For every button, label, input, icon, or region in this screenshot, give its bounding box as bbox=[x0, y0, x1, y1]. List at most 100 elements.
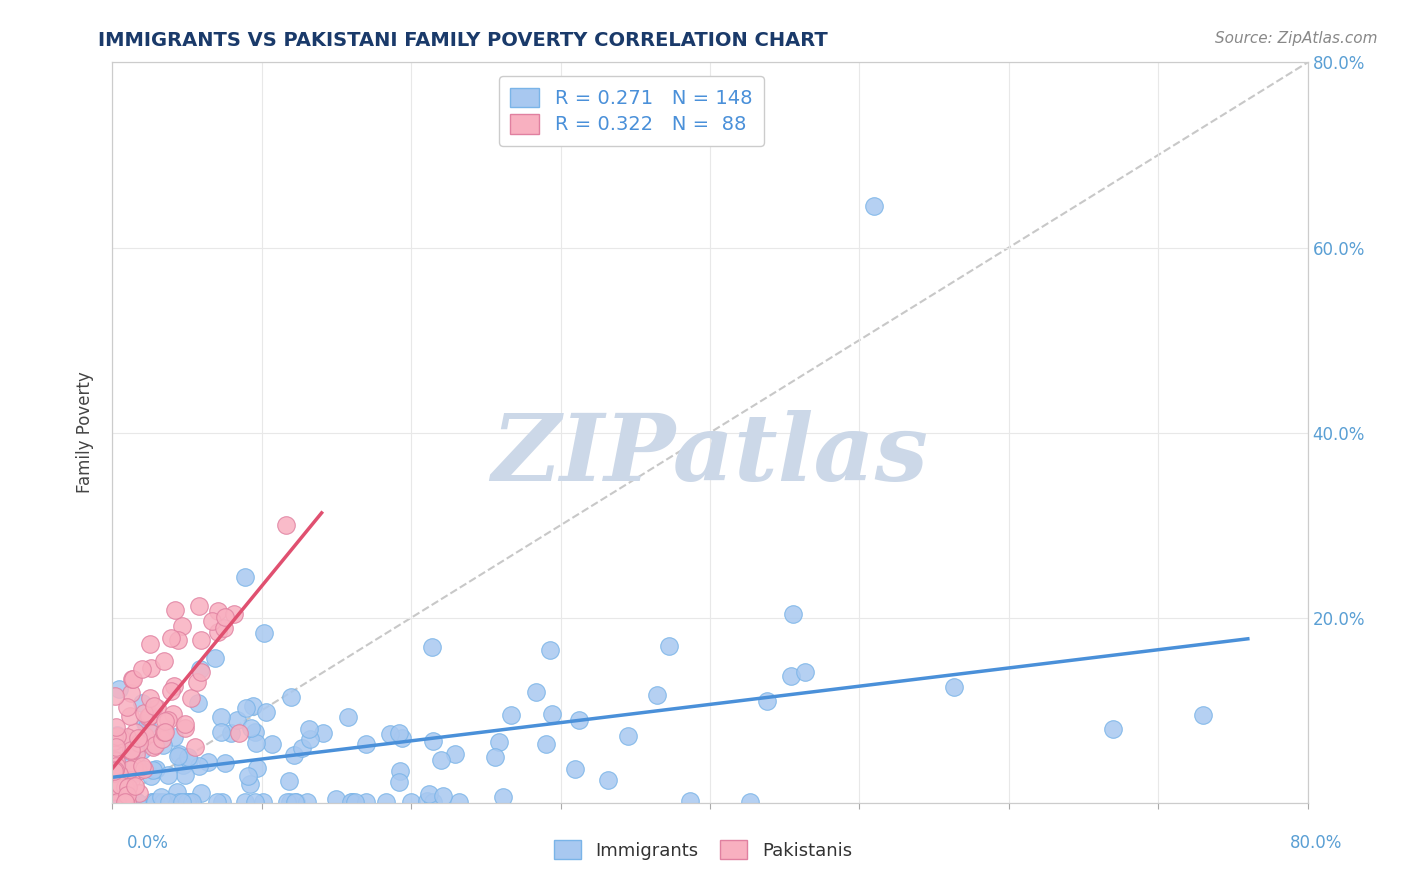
Point bbox=[135, 719, 157, 733]
Point bbox=[134, 716, 156, 731]
Point bbox=[388, 764, 411, 778]
Point bbox=[943, 680, 966, 694]
Point bbox=[118, 762, 141, 776]
Point bbox=[104, 689, 127, 703]
Point bbox=[142, 739, 165, 754]
Point bbox=[157, 795, 180, 809]
Text: 80.0%: 80.0% bbox=[1291, 834, 1343, 852]
Point bbox=[105, 729, 128, 743]
Point bbox=[173, 768, 195, 782]
Point bbox=[117, 795, 139, 809]
Point bbox=[187, 696, 209, 710]
Point bbox=[422, 795, 444, 809]
Point bbox=[167, 795, 190, 809]
Point bbox=[166, 749, 188, 764]
Point bbox=[280, 690, 302, 705]
Point bbox=[104, 779, 127, 793]
Point bbox=[103, 753, 125, 767]
Point bbox=[291, 741, 314, 756]
Point bbox=[416, 794, 439, 808]
Point bbox=[153, 724, 176, 739]
Point bbox=[114, 795, 136, 809]
Point bbox=[276, 795, 298, 809]
Point bbox=[190, 633, 212, 648]
Point bbox=[117, 780, 139, 794]
Point bbox=[157, 713, 180, 727]
Point bbox=[354, 795, 377, 809]
Point bbox=[429, 752, 451, 766]
Point bbox=[117, 795, 139, 809]
Point bbox=[541, 706, 564, 721]
Point bbox=[262, 737, 284, 751]
Point bbox=[444, 747, 467, 761]
Point bbox=[165, 602, 187, 616]
Point bbox=[104, 764, 127, 778]
Point bbox=[153, 725, 176, 739]
Point bbox=[201, 614, 224, 628]
Point bbox=[122, 672, 145, 686]
Point bbox=[177, 753, 200, 767]
Point bbox=[297, 795, 319, 809]
Point bbox=[254, 705, 277, 719]
Point bbox=[145, 762, 167, 776]
Point bbox=[114, 795, 136, 809]
Point bbox=[103, 731, 125, 745]
Point bbox=[118, 709, 141, 723]
Point bbox=[105, 759, 128, 773]
Point bbox=[105, 719, 128, 733]
Point bbox=[150, 790, 173, 805]
Point bbox=[207, 795, 229, 809]
Point bbox=[484, 750, 506, 764]
Point bbox=[596, 772, 619, 787]
Point bbox=[756, 694, 779, 708]
Point bbox=[252, 795, 274, 809]
Point bbox=[107, 728, 129, 742]
Point bbox=[243, 795, 266, 809]
Point bbox=[239, 777, 262, 791]
Point bbox=[209, 710, 232, 724]
Point bbox=[141, 795, 163, 809]
Point bbox=[124, 765, 146, 780]
Point bbox=[399, 795, 422, 809]
Point bbox=[174, 717, 197, 731]
Point bbox=[449, 795, 471, 809]
Point bbox=[242, 698, 264, 713]
Legend: R = 0.271   N = 148, R = 0.322   N =  88: R = 0.271 N = 148, R = 0.322 N = 88 bbox=[499, 76, 765, 146]
Point bbox=[131, 758, 153, 772]
Point bbox=[1102, 722, 1125, 736]
Point bbox=[214, 756, 236, 770]
Point bbox=[278, 774, 301, 789]
Point bbox=[128, 736, 150, 750]
Point bbox=[197, 755, 219, 769]
Point bbox=[283, 748, 305, 763]
Point bbox=[138, 734, 160, 748]
Point bbox=[657, 639, 679, 653]
Point bbox=[235, 701, 257, 715]
Point bbox=[105, 740, 128, 755]
Point bbox=[312, 725, 335, 739]
Point bbox=[492, 789, 515, 804]
Point bbox=[298, 722, 321, 736]
Point bbox=[375, 795, 398, 809]
Point bbox=[177, 795, 200, 809]
Point bbox=[183, 740, 205, 755]
Point bbox=[167, 633, 190, 648]
Text: IMMIGRANTS VS PAKISTANI FAMILY POVERTY CORRELATION CHART: IMMIGRANTS VS PAKISTANI FAMILY POVERTY C… bbox=[98, 31, 828, 50]
Point bbox=[177, 750, 200, 764]
Point bbox=[169, 747, 191, 762]
Point bbox=[174, 722, 197, 736]
Point bbox=[617, 729, 640, 743]
Point bbox=[125, 747, 148, 762]
Point bbox=[105, 795, 128, 809]
Point bbox=[105, 747, 128, 761]
Point bbox=[422, 640, 444, 655]
Point bbox=[524, 685, 547, 699]
Point bbox=[143, 698, 166, 713]
Point bbox=[103, 734, 125, 748]
Point bbox=[121, 758, 143, 772]
Point bbox=[141, 795, 163, 809]
Point bbox=[380, 727, 402, 741]
Point bbox=[138, 709, 160, 723]
Point bbox=[125, 795, 148, 809]
Point bbox=[117, 700, 139, 714]
